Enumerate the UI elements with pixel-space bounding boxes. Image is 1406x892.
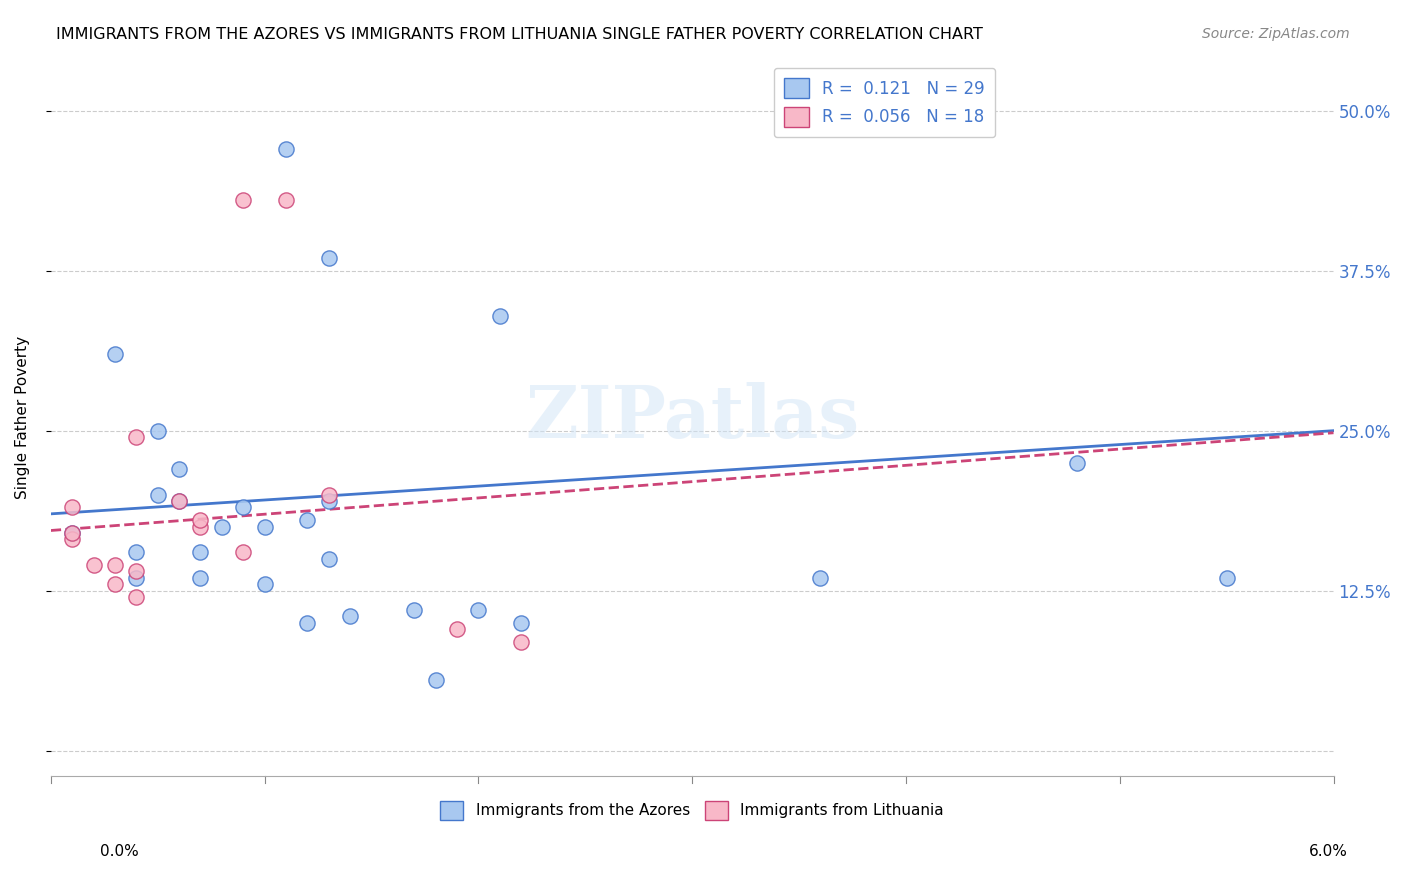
Point — [190, 519, 212, 533]
Point — [232, 545, 254, 559]
Point — [297, 513, 319, 527]
Point — [104, 347, 127, 361]
Point — [318, 488, 340, 502]
Point — [167, 462, 190, 476]
Point — [60, 526, 83, 541]
Point — [125, 565, 148, 579]
Point — [167, 494, 190, 508]
Point — [1215, 571, 1237, 585]
Text: IMMIGRANTS FROM THE AZORES VS IMMIGRANTS FROM LITHUANIA SINGLE FATHER POVERTY CO: IMMIGRANTS FROM THE AZORES VS IMMIGRANTS… — [56, 27, 983, 42]
Point — [510, 635, 533, 649]
Point — [60, 500, 83, 515]
Point — [404, 603, 426, 617]
Text: Source: ZipAtlas.com: Source: ZipAtlas.com — [1202, 27, 1350, 41]
Text: 6.0%: 6.0% — [1309, 845, 1348, 859]
Legend: Immigrants from the Azores, Immigrants from Lithuania: Immigrants from the Azores, Immigrants f… — [434, 795, 950, 826]
Point — [318, 494, 340, 508]
Point — [83, 558, 105, 572]
Y-axis label: Single Father Poverty: Single Father Poverty — [15, 336, 30, 500]
Point — [339, 609, 361, 624]
Point — [125, 430, 148, 444]
Point — [297, 615, 319, 630]
Point — [253, 577, 276, 591]
Point — [167, 494, 190, 508]
Point — [274, 142, 297, 156]
Point — [146, 424, 169, 438]
Point — [211, 519, 233, 533]
Point — [446, 622, 468, 636]
Point — [488, 309, 510, 323]
Point — [467, 603, 489, 617]
Text: 0.0%: 0.0% — [100, 845, 139, 859]
Point — [318, 551, 340, 566]
Point — [60, 533, 83, 547]
Point — [125, 571, 148, 585]
Point — [190, 545, 212, 559]
Point — [104, 558, 127, 572]
Point — [190, 571, 212, 585]
Point — [510, 615, 533, 630]
Point — [1066, 456, 1088, 470]
Point — [104, 577, 127, 591]
Point — [810, 571, 832, 585]
Point — [318, 251, 340, 265]
Point — [232, 194, 254, 208]
Text: ZIPatlas: ZIPatlas — [524, 383, 859, 453]
Point — [190, 513, 212, 527]
Point — [125, 545, 148, 559]
Point — [425, 673, 447, 688]
Point — [232, 500, 254, 515]
Point — [274, 194, 297, 208]
Point — [125, 590, 148, 604]
Point — [253, 519, 276, 533]
Point — [60, 526, 83, 541]
Point — [146, 488, 169, 502]
